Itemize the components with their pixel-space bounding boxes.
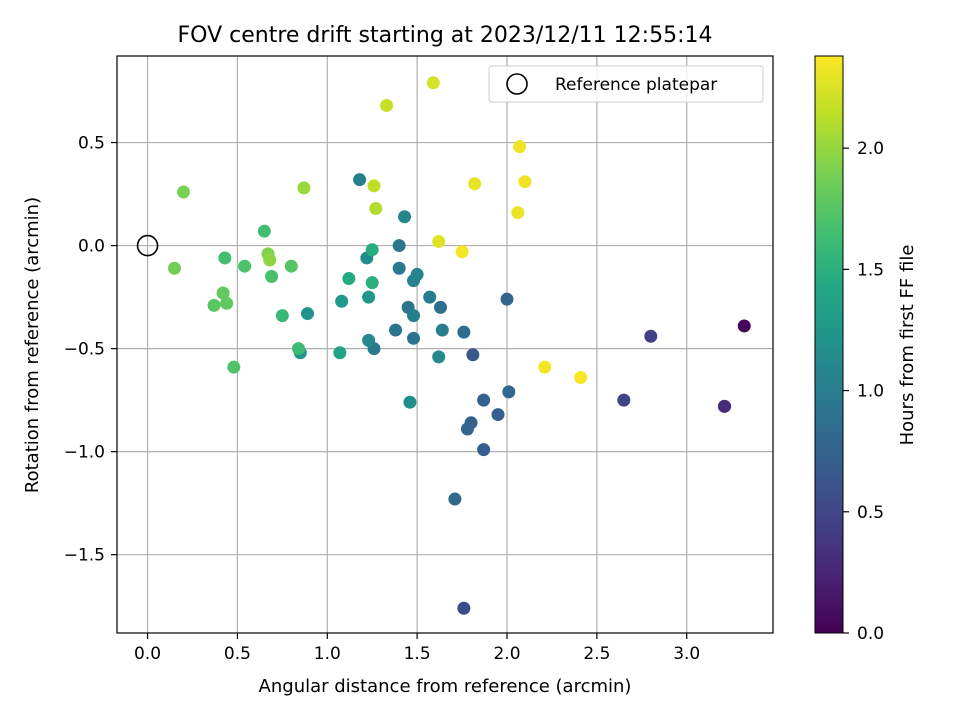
colorbar: 0.0 0.5 1.0 1.5 2.0 Hours from first FF file	[814, 55, 918, 644]
legend-box	[488, 65, 764, 103]
data-point	[265, 269, 279, 283]
data-point	[477, 443, 491, 457]
data-point	[477, 393, 491, 407]
y-axis-ticks: −1.5 −1.0 −0.5 0.0 0.5	[64, 134, 117, 566]
data-point	[380, 98, 394, 112]
data-point	[457, 325, 471, 339]
data-point	[500, 292, 514, 306]
data-point	[392, 261, 406, 275]
x-axis-label: Angular distance from reference (arcmin)	[259, 676, 632, 697]
data-point	[403, 395, 417, 409]
data-points	[168, 76, 751, 615]
x-axis-ticks: 0.0 0.5 1.0 1.5 2.0 2.5 3.0	[134, 633, 700, 664]
data-point	[263, 253, 277, 267]
x-tick-label: 2.5	[583, 644, 610, 664]
data-point	[407, 331, 421, 345]
y-axis-label: Rotation from reference (arcmin)	[22, 197, 43, 493]
data-point	[369, 201, 383, 215]
data-point	[392, 239, 406, 253]
data-point	[407, 309, 421, 323]
colorbar-tick-label: 2.0	[857, 139, 884, 159]
data-point	[513, 140, 527, 154]
colorbar-tick-label: 1.5	[857, 260, 884, 280]
reference-platepar-marker	[136, 234, 159, 257]
data-point	[511, 206, 525, 220]
data-point	[333, 346, 347, 360]
x-tick-label: 0.0	[134, 644, 161, 664]
colorbar-tick-label: 0.0	[857, 624, 884, 644]
x-tick-label: 2.0	[493, 644, 520, 664]
y-tick-label: −0.5	[64, 340, 105, 360]
data-point	[342, 272, 356, 286]
data-point	[362, 333, 376, 347]
data-point	[574, 370, 588, 384]
data-point	[398, 210, 412, 224]
colorbar-tick-label: 0.5	[857, 503, 884, 523]
data-point	[362, 290, 376, 304]
data-point	[466, 348, 480, 362]
data-point	[432, 350, 446, 364]
data-point	[457, 601, 471, 615]
x-tick-label: 1.5	[404, 644, 431, 664]
x-tick-label: 3.0	[673, 644, 700, 664]
data-point	[297, 181, 311, 195]
data-point	[389, 323, 403, 337]
data-point	[717, 399, 731, 413]
data-point	[168, 261, 182, 275]
data-point	[353, 173, 367, 187]
data-point	[426, 76, 440, 90]
grid-lines	[117, 56, 773, 633]
y-tick-label: 0.0	[78, 237, 105, 257]
data-point	[207, 298, 221, 312]
y-tick-label: 0.5	[78, 134, 105, 154]
data-point	[275, 309, 289, 323]
data-point	[423, 290, 437, 304]
data-point	[435, 323, 449, 337]
colorbar-label: Hours from first FF file	[897, 245, 918, 446]
data-point	[538, 360, 552, 374]
data-point	[220, 296, 234, 310]
data-point	[448, 492, 462, 506]
data-point	[455, 245, 469, 259]
data-point	[292, 342, 306, 356]
y-tick-label: −1.0	[64, 443, 105, 463]
data-point	[216, 286, 230, 300]
plot-frame	[116, 55, 774, 634]
data-point	[365, 276, 379, 290]
data-point	[176, 185, 190, 199]
colorbar-gradient	[814, 55, 844, 634]
data-point	[617, 393, 631, 407]
data-point	[432, 234, 446, 248]
data-point	[365, 243, 379, 257]
data-point	[335, 294, 349, 308]
x-tick-label: 0.5	[224, 644, 251, 664]
data-point	[227, 360, 241, 374]
data-point	[238, 259, 252, 273]
y-tick-label: −1.5	[64, 546, 105, 566]
data-point	[644, 329, 658, 343]
data-point	[468, 177, 482, 191]
data-point	[737, 319, 751, 333]
data-point	[434, 300, 448, 314]
data-point	[301, 307, 315, 321]
data-point	[491, 408, 505, 422]
data-point	[218, 251, 232, 265]
legend-reference-marker	[506, 73, 528, 95]
x-tick-label: 1.0	[314, 644, 341, 664]
data-point	[257, 224, 271, 238]
data-point	[410, 267, 424, 281]
legend: Reference platepar	[488, 65, 764, 103]
data-point	[518, 175, 532, 189]
colorbar-ticks: 0.0 0.5 1.0 1.5 2.0	[843, 139, 884, 644]
legend-entry-label: Reference platepar	[555, 75, 717, 95]
data-point	[367, 179, 381, 193]
data-point	[284, 259, 298, 273]
chart-title: FOV centre drift starting at 2023/12/11 …	[178, 23, 713, 48]
data-point	[460, 422, 474, 436]
colorbar-tick-label: 1.0	[857, 382, 884, 402]
data-point	[502, 385, 516, 399]
